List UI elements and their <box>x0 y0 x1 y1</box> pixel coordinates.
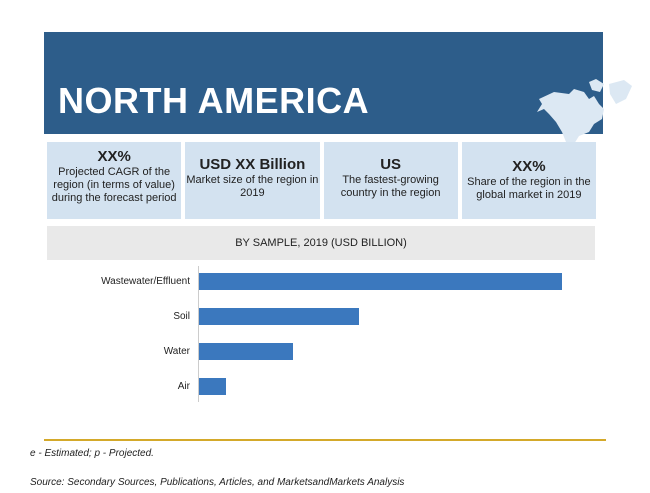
key-stats: XX% Projected CAGR of the region (in term… <box>47 142 596 219</box>
stat-value: US <box>380 156 402 173</box>
stat-desc: The fastest-growing country in the regio… <box>340 174 441 199</box>
stat-card-cagr: XX% Projected CAGR of the region (in term… <box>47 142 182 219</box>
source-note: Source: Secondary Sources, Publications,… <box>30 477 405 488</box>
bar-soil <box>199 308 359 325</box>
bar-wastewater-effluent <box>199 273 562 290</box>
stat-desc: Share of the region in the global market… <box>467 176 591 201</box>
stat-card-fastest-country: US The fastest-growing country in the reg… <box>323 142 458 219</box>
header-banner: NORTH AMERICA <box>44 32 632 158</box>
stat-value: XX% <box>97 148 131 165</box>
bar-air <box>199 378 227 395</box>
region-title: NORTH AMERICA <box>58 80 370 121</box>
category-label: Soil <box>173 311 190 322</box>
footnote: e - Estimated; p - Projected. <box>30 448 154 459</box>
north-america-map-icon <box>537 79 632 158</box>
stat-desc: Market size of the region in 2019 <box>186 174 319 199</box>
stat-value: USD XX Billion <box>199 156 306 173</box>
category-label: Wastewater/Effluent <box>101 276 190 287</box>
stat-card-share: XX% Share of the region in the global mar… <box>461 142 596 219</box>
bar-water <box>199 343 294 360</box>
divider <box>44 439 606 441</box>
category-label: Air <box>177 381 190 392</box>
stat-card-market-size: USD XX Billion Market size of the region … <box>185 142 320 219</box>
stat-value: XX% <box>512 158 546 175</box>
y-axis-line <box>198 266 199 402</box>
stat-desc: Projected CAGR of the region (in terms o… <box>51 166 177 204</box>
category-label: Water <box>163 346 190 357</box>
chart-title: BY SAMPLE, 2019 (USD BILLION) <box>47 226 595 260</box>
